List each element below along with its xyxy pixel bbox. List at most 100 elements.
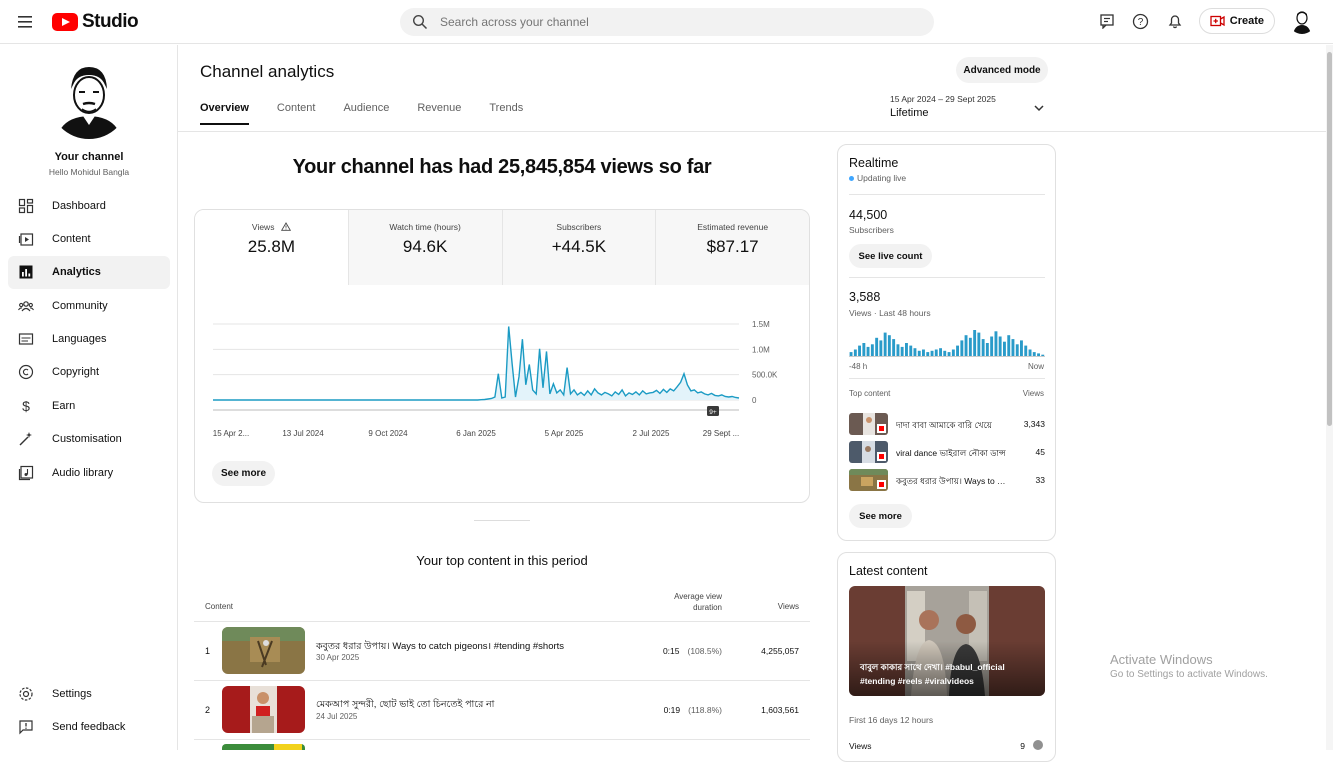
sidebar-item-send-feedback[interactable]: Send feedback: [8, 710, 170, 743]
date-range-selector[interactable]: 15 Apr 2024 – 29 Sept 2025 Lifetime: [890, 94, 996, 119]
table-row[interactable]: 1 কবুতর ধরার উপায়। Ways to catch pigeon…: [194, 622, 810, 680]
tab-revenue[interactable]: Revenue: [417, 102, 462, 114]
sidebar-item-community[interactable]: Community: [8, 289, 170, 322]
notifications-icon[interactable]: [1165, 11, 1185, 31]
help-icon[interactable]: ?: [1131, 11, 1151, 31]
sidebar-item-label: Languages: [52, 333, 107, 346]
views-series-line[interactable]: [213, 326, 740, 401]
search-bar[interactable]: [400, 8, 934, 36]
video-thumbnail[interactable]: [222, 686, 305, 733]
y-tick-label: 1.0M: [752, 345, 770, 354]
sidebar-item-earn[interactable]: $ Earn: [8, 389, 170, 422]
column-header-avg-view-duration[interactable]: Average view duration: [674, 592, 722, 612]
table-divider: [194, 739, 810, 740]
see-more-button[interactable]: See more: [849, 504, 912, 528]
latest-video-thumbnail[interactable]: বাবুল কাকার সাথে দেখা। #babul_official #…: [849, 586, 1045, 696]
svg-text:?: ?: [1138, 17, 1144, 28]
views-48h-count: 3,588: [849, 290, 881, 304]
sidebar-item-dashboard[interactable]: Dashboard: [8, 189, 170, 222]
chevron-down-icon[interactable]: [1032, 101, 1046, 120]
item-title: দাদা বাবা আমাকে বারি খেয়ে: [896, 420, 992, 430]
top-content-item[interactable]: কবুতর ধরার উপায়। Ways to catch 33: [849, 469, 1045, 493]
video-title[interactable]: মেকআপ সুন্দরী, ছোট ভাই তো চিনতেই পারে না: [316, 699, 495, 710]
scrollbar-thumb[interactable]: [1327, 52, 1332, 426]
top-views-label: Views: [1022, 389, 1044, 398]
metric-subscribers[interactable]: Subscribers +44.5K: [501, 210, 656, 285]
realtime-bar: [985, 343, 989, 356]
sidebar-item-label: Community: [52, 299, 108, 312]
subscriber-count: 44,500: [849, 208, 888, 222]
video-thumbnail[interactable]: [222, 744, 305, 750]
advanced-mode-button[interactable]: Advanced mode: [956, 57, 1048, 83]
realtime-bar: [866, 346, 870, 356]
realtime-bar: [951, 349, 955, 356]
realtime-bar: [883, 332, 887, 356]
top-actions: ? Create: [1097, 8, 1315, 34]
studio-logo[interactable]: Studio: [52, 11, 139, 33]
realtime-bar: [849, 352, 853, 356]
menu-icon[interactable]: [16, 12, 36, 32]
overview-card: Views 25.8M Watch time (hours) 94.6K Sub…: [194, 209, 810, 503]
sidebar-item-analytics[interactable]: Analytics: [8, 255, 170, 289]
sidebar-item-label: Analytics: [52, 266, 101, 279]
table-divider: [194, 680, 810, 681]
metric-value: 94.6K: [402, 237, 448, 256]
channel-name: Your channel: [54, 151, 124, 163]
realtime-bar: [900, 346, 904, 356]
earn-icon: $: [22, 398, 30, 414]
sidebar-item-languages[interactable]: Languages: [8, 323, 170, 356]
tab-trends[interactable]: Trends: [489, 102, 524, 114]
axis-start-label: -48 h: [849, 362, 868, 371]
top-content-item[interactable]: viral dance ভাইরাল নৌকা ডান্স 45: [849, 441, 1045, 465]
search-icon: [412, 14, 428, 30]
search-input[interactable]: [440, 15, 900, 29]
video-date: 30 Apr 2025: [316, 653, 360, 662]
realtime-bar: [926, 352, 930, 356]
avg-duration-percent: (108.5%): [687, 646, 723, 656]
avg-view-duration: 0:19 (118.8%): [630, 705, 722, 715]
tab-overview[interactable]: Overview: [200, 102, 249, 125]
column-header-content: Content: [205, 602, 234, 611]
account-avatar[interactable]: [1289, 8, 1315, 34]
sidebar-item-content[interactable]: Content: [8, 222, 170, 255]
realtime-bar: [870, 344, 874, 356]
item-views: 33: [1035, 475, 1045, 485]
chart-area: [213, 326, 739, 400]
sidebar-item-audio-library[interactable]: Audio library: [8, 456, 170, 489]
see-more-button[interactable]: See more: [212, 461, 275, 486]
table-row[interactable]: 2 মেকআপ সুন্দরী, ছোট ভাই তো চিনতেই পারে …: [194, 681, 810, 739]
realtime-bar: [960, 340, 964, 356]
sidebar-item-copyright[interactable]: Copyright: [8, 356, 170, 389]
latest-views-label: Views: [849, 741, 872, 751]
metric-value: 25.8M: [247, 237, 295, 256]
realtime-bar: [1003, 341, 1006, 356]
video-title[interactable]: কবুতর ধরার উপায়। Ways to catch pigeons।…: [316, 641, 565, 652]
see-live-count-button[interactable]: See live count: [849, 244, 932, 268]
views-line-chart[interactable]: 1.5M 1.0M 500.0K 0 15 Apr 2... 13 Jul 2024 9 O…: [195, 310, 810, 450]
sidebar-item-settings[interactable]: Settings: [8, 677, 170, 710]
captions-icon[interactable]: [1097, 11, 1117, 31]
video-thumbnail[interactable]: [222, 627, 305, 674]
period-text: Lifetime: [890, 107, 929, 119]
top-bar: Studio ? Create: [0, 0, 1333, 44]
card-divider: [849, 378, 1045, 379]
metric-watch-time[interactable]: Watch time (hours) 94.6K: [347, 210, 502, 285]
card-divider: [849, 194, 1045, 195]
y-tick-label: 0: [752, 396, 757, 405]
column-header-views[interactable]: Views: [777, 602, 799, 611]
create-button[interactable]: Create: [1198, 8, 1275, 34]
sidebar-item-customisation[interactable]: Customisation: [8, 423, 170, 456]
top-content-item[interactable]: দাদা বাবা আমাকে বারি খেয়ে 3,343: [849, 413, 1045, 437]
annotation-badge[interactable]: [707, 406, 719, 416]
realtime-bar-chart[interactable]: [849, 327, 1045, 357]
metric-views[interactable]: Views 25.8M: [195, 210, 348, 285]
channel-avatar[interactable]: [49, 59, 129, 139]
realtime-bar: [1028, 349, 1032, 356]
metric-revenue[interactable]: Estimated revenue $87.17: [655, 210, 809, 285]
tab-audience[interactable]: Audience: [343, 102, 390, 114]
live-dot-icon: [849, 175, 854, 181]
tab-content[interactable]: Content: [276, 102, 316, 114]
info-icon[interactable]: [1033, 740, 1043, 750]
card-divider: [849, 277, 1045, 278]
page-title: Channel analytics: [200, 62, 335, 81]
